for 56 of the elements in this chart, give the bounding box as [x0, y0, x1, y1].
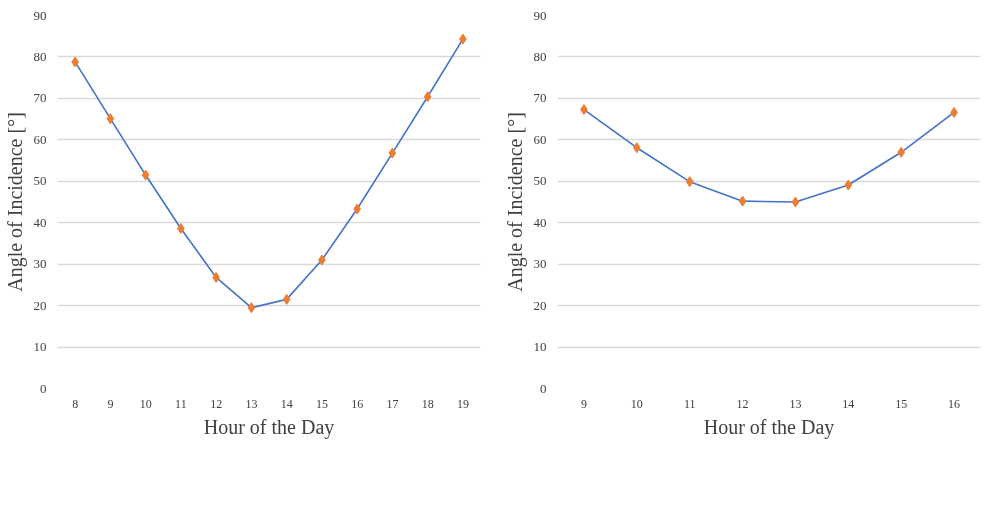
x-tick-label: 9: [580, 396, 587, 411]
point: [106, 113, 115, 125]
y-tick-label: 20: [533, 297, 547, 313]
x-tick-label: 13: [789, 396, 802, 411]
point: [141, 169, 150, 181]
x-tick-label: 9: [107, 396, 114, 411]
point: [247, 302, 256, 314]
y-tick-label: 90: [33, 7, 47, 23]
y-tick-label: 50: [533, 173, 547, 189]
y-tick-label: 20: [33, 297, 47, 313]
y-tick-label: 60: [33, 131, 47, 147]
point: [738, 195, 747, 207]
y-axis-title: Angle of Incidence [°]: [3, 112, 27, 292]
point: [632, 142, 641, 154]
y-tick-label: 50: [33, 173, 47, 189]
point: [844, 179, 853, 191]
y-tick-label: 10: [533, 339, 547, 355]
x-tick-label: 15: [895, 396, 908, 411]
y-tick-label: 40: [533, 214, 547, 230]
x-tick-label: 11: [175, 396, 187, 411]
y-tick-label: 80: [33, 48, 47, 64]
y-tick-label: 10: [33, 339, 47, 355]
x-axis-title: Hour of the Day: [703, 415, 835, 439]
x-tick-label: 15: [315, 396, 328, 411]
y-tick-label: 60: [533, 131, 547, 147]
y-tick-label: 0: [40, 380, 47, 396]
y-tick-label: 40: [33, 214, 47, 230]
x-tick-label: 10: [630, 396, 643, 411]
point: [791, 196, 800, 208]
y-tick-label: 30: [33, 256, 47, 272]
point: [282, 293, 291, 305]
x-tick-label: 17: [386, 396, 399, 411]
y-tick-label: 0: [540, 380, 547, 396]
x-tick-label: 14: [842, 396, 855, 411]
y-tick-label: 80: [533, 48, 547, 64]
y-tick-label: 90: [533, 7, 547, 23]
y-axis-title: Angle of Incidence [°]: [503, 112, 527, 292]
x-tick-label: 12: [736, 396, 749, 411]
point: [897, 146, 906, 158]
x-tick-label: 11: [683, 396, 696, 411]
x-tick-label: 14: [280, 396, 293, 411]
x-axis-title: Hour of the Day: [203, 415, 335, 439]
y-tick-label: 70: [533, 90, 547, 106]
x-tick-label: 13: [245, 396, 258, 411]
point: [423, 91, 432, 103]
x-tick-label: 19: [456, 396, 469, 411]
y-tick-label: 70: [33, 90, 47, 106]
x-tick-label: 18: [421, 396, 434, 411]
y-tick-label: 30: [533, 256, 547, 272]
x-tick-label: 12: [210, 396, 223, 411]
x-tick-label: 16: [351, 396, 364, 411]
x-tick-label: 16: [948, 396, 961, 411]
point: [685, 176, 694, 188]
point: [388, 147, 397, 159]
x-tick-label: 8: [72, 396, 79, 411]
x-tick-label: 10: [139, 396, 152, 411]
